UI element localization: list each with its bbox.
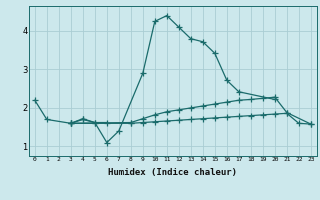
X-axis label: Humidex (Indice chaleur): Humidex (Indice chaleur) (108, 168, 237, 177)
